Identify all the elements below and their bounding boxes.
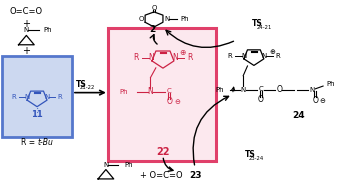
Text: TS: TS — [76, 80, 86, 89]
Text: N: N — [165, 16, 170, 22]
Text: TS: TS — [245, 150, 256, 159]
FancyBboxPatch shape — [3, 56, 72, 137]
Text: N: N — [147, 87, 153, 96]
Text: N: N — [262, 53, 267, 59]
Text: N: N — [172, 53, 178, 62]
Text: C: C — [167, 88, 172, 94]
Text: R: R — [276, 53, 281, 59]
Text: 24: 24 — [292, 111, 305, 120]
Text: Ph: Ph — [124, 162, 133, 168]
Text: 11: 11 — [31, 110, 43, 119]
Text: $\oplus$: $\oplus$ — [179, 48, 187, 57]
Text: 22: 22 — [156, 147, 170, 157]
Text: $\oplus$: $\oplus$ — [269, 47, 276, 56]
Text: R: R — [134, 53, 139, 62]
Text: N: N — [45, 94, 50, 100]
Text: N: N — [241, 53, 246, 59]
Text: R: R — [58, 94, 63, 100]
Text: R =: R = — [20, 138, 37, 147]
Text: TS: TS — [252, 19, 263, 28]
Text: R: R — [11, 94, 16, 100]
Text: C: C — [258, 86, 263, 92]
Text: Ph: Ph — [181, 16, 189, 22]
Text: $\ominus$: $\ominus$ — [319, 96, 326, 105]
Text: Ph: Ph — [43, 27, 52, 33]
Text: O: O — [166, 97, 172, 106]
FancyBboxPatch shape — [108, 28, 217, 161]
Text: 2: 2 — [149, 25, 155, 34]
Text: Ph: Ph — [216, 87, 224, 93]
Text: +: + — [22, 46, 30, 56]
Text: N: N — [148, 53, 154, 62]
Text: N: N — [310, 87, 315, 93]
Text: N: N — [103, 162, 108, 168]
Text: 23-24: 23-24 — [249, 156, 264, 161]
Text: Ph: Ph — [120, 89, 128, 95]
Text: $\ominus$: $\ominus$ — [174, 97, 181, 106]
Text: 24-21: 24-21 — [257, 25, 272, 30]
Text: O: O — [258, 95, 264, 104]
Text: t-Bu: t-Bu — [37, 138, 53, 147]
Text: R: R — [187, 53, 192, 62]
Text: 21-22: 21-22 — [79, 85, 95, 90]
Text: O: O — [138, 16, 144, 22]
Text: O: O — [277, 85, 282, 94]
Text: 23: 23 — [189, 171, 201, 180]
Text: O: O — [312, 96, 318, 105]
Text: + O=C=O: + O=C=O — [140, 171, 182, 180]
Text: R: R — [227, 53, 232, 59]
Text: N: N — [24, 27, 29, 33]
Text: Ph: Ph — [326, 81, 334, 87]
Text: N: N — [24, 94, 29, 100]
Text: N: N — [241, 87, 246, 93]
Text: +: + — [22, 19, 30, 29]
Text: O: O — [151, 5, 157, 11]
Text: :: : — [35, 105, 39, 115]
Text: O=C=O: O=C=O — [10, 6, 43, 15]
